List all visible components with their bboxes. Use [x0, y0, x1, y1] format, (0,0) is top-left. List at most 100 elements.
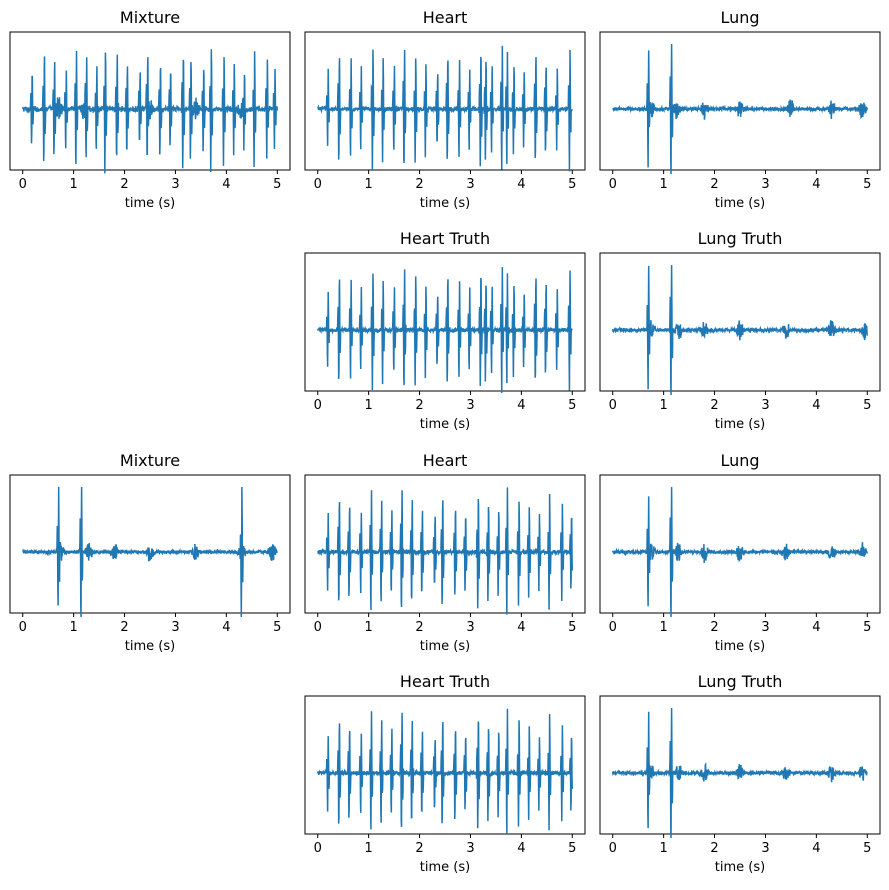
x-tick-label: 2 [710, 398, 718, 413]
x-tick-label: 0 [609, 177, 617, 192]
x-tick-label: 5 [568, 841, 576, 856]
axes-frame [599, 31, 881, 171]
panel-10: Lung Truth 0 1 2 3 4 5 time (s) [599, 672, 881, 875]
x-tick-label: 3 [761, 841, 769, 856]
axes-frame [599, 474, 881, 614]
x-tick-label: 0 [314, 620, 322, 635]
panel-title: Heart [423, 451, 468, 470]
x-tick-label: 3 [466, 620, 474, 635]
x-tick-label: 2 [415, 398, 423, 413]
x-tick-label: 4 [812, 620, 820, 635]
x-tick-label: 5 [568, 177, 576, 192]
panel-title: Heart Truth [400, 672, 490, 691]
axes-frame [9, 31, 291, 171]
panel-2: Heart 0 1 2 3 4 5 time (s) [304, 8, 586, 211]
series-line [22, 486, 278, 618]
panel-title: Lung [720, 451, 759, 470]
x-tick-label: 3 [466, 398, 474, 413]
panel-1: Mixture 0 1 2 3 4 5 time (s) [9, 8, 291, 211]
series-line [317, 45, 573, 172]
x-tick-label: 4 [517, 841, 525, 856]
axes-frame [9, 474, 291, 614]
x-tick-label: 4 [222, 620, 230, 635]
x-tick-label: 0 [19, 177, 27, 192]
x-tick-label: 5 [863, 620, 871, 635]
x-tick-label: 4 [812, 177, 820, 192]
panel-7: Heart 0 1 2 3 4 5 time (s) [304, 451, 586, 654]
panel-title: Heart Truth [400, 229, 490, 248]
x-tick-label: 5 [568, 620, 576, 635]
series-line [611, 707, 868, 839]
panel-3: Lung 0 1 2 3 4 5 time (s) [599, 8, 881, 211]
series-line [316, 267, 573, 393]
x-tick-label: 4 [517, 398, 525, 413]
x-axis-label: time (s) [715, 417, 765, 432]
x-tick-label: 1 [69, 177, 77, 192]
x-axis-label: time (s) [420, 860, 470, 875]
x-axis-label: time (s) [715, 860, 765, 875]
x-tick-label: 1 [659, 620, 667, 635]
x-axis-label: time (s) [420, 417, 470, 432]
x-tick-label: 2 [415, 177, 423, 192]
x-tick-label: 1 [659, 398, 667, 413]
x-tick-label: 2 [710, 620, 718, 635]
x-tick-label: 5 [863, 398, 871, 413]
panel-9: Heart Truth 0 1 2 3 4 5 time (s) [304, 672, 586, 875]
x-tick-label: 3 [761, 177, 769, 192]
panel-title: Heart [423, 8, 468, 27]
x-axis-label: time (s) [715, 196, 765, 211]
series-line [612, 43, 869, 175]
series-line [317, 487, 574, 615]
panel-title: Lung Truth [698, 229, 783, 248]
panel-title: Mixture [120, 8, 180, 27]
x-tick-label: 5 [863, 177, 871, 192]
x-axis-label: time (s) [420, 639, 470, 654]
x-tick-label: 0 [609, 620, 617, 635]
x-tick-label: 0 [314, 177, 322, 192]
panel-5: Lung Truth 0 1 2 3 4 5 time (s) [599, 229, 881, 432]
panel-title: Lung [720, 8, 759, 27]
x-tick-label: 5 [273, 177, 281, 192]
series-line [316, 708, 574, 834]
x-tick-label: 2 [120, 620, 128, 635]
series-line [611, 264, 869, 396]
x-tick-label: 3 [171, 177, 179, 192]
x-tick-label: 0 [314, 841, 322, 856]
x-tick-label: 4 [517, 620, 525, 635]
x-tick-label: 1 [69, 620, 77, 635]
x-axis-label: time (s) [420, 196, 470, 211]
x-tick-label: 4 [812, 398, 820, 413]
panel-8: Lung 0 1 2 3 4 5 time (s) [599, 451, 881, 654]
x-tick-label: 1 [364, 177, 372, 192]
axes-frame [304, 474, 586, 614]
axes-frame [599, 695, 881, 835]
x-tick-label: 2 [120, 177, 128, 192]
x-tick-label: 3 [466, 177, 474, 192]
x-tick-label: 3 [761, 398, 769, 413]
x-axis-label: time (s) [715, 639, 765, 654]
x-tick-label: 4 [222, 177, 230, 192]
x-tick-label: 0 [19, 620, 27, 635]
x-tick-label: 2 [415, 841, 423, 856]
x-tick-label: 4 [517, 177, 525, 192]
x-tick-label: 5 [273, 620, 281, 635]
x-tick-label: 0 [314, 398, 322, 413]
axes-frame [599, 252, 881, 392]
x-tick-label: 0 [609, 398, 617, 413]
axes-frame [304, 252, 586, 392]
x-tick-label: 3 [171, 620, 179, 635]
x-tick-label: 2 [710, 177, 718, 192]
x-axis-label: time (s) [125, 196, 175, 211]
x-tick-label: 3 [761, 620, 769, 635]
x-tick-label: 1 [364, 620, 372, 635]
axes-frame [304, 695, 586, 835]
x-tick-label: 5 [863, 841, 871, 856]
x-tick-label: 1 [659, 841, 667, 856]
axes-frame [304, 31, 586, 171]
x-tick-label: 1 [364, 841, 372, 856]
x-axis-label: time (s) [125, 639, 175, 654]
x-tick-label: 1 [364, 398, 372, 413]
panel-title: Lung Truth [698, 672, 783, 691]
x-tick-label: 4 [812, 841, 820, 856]
